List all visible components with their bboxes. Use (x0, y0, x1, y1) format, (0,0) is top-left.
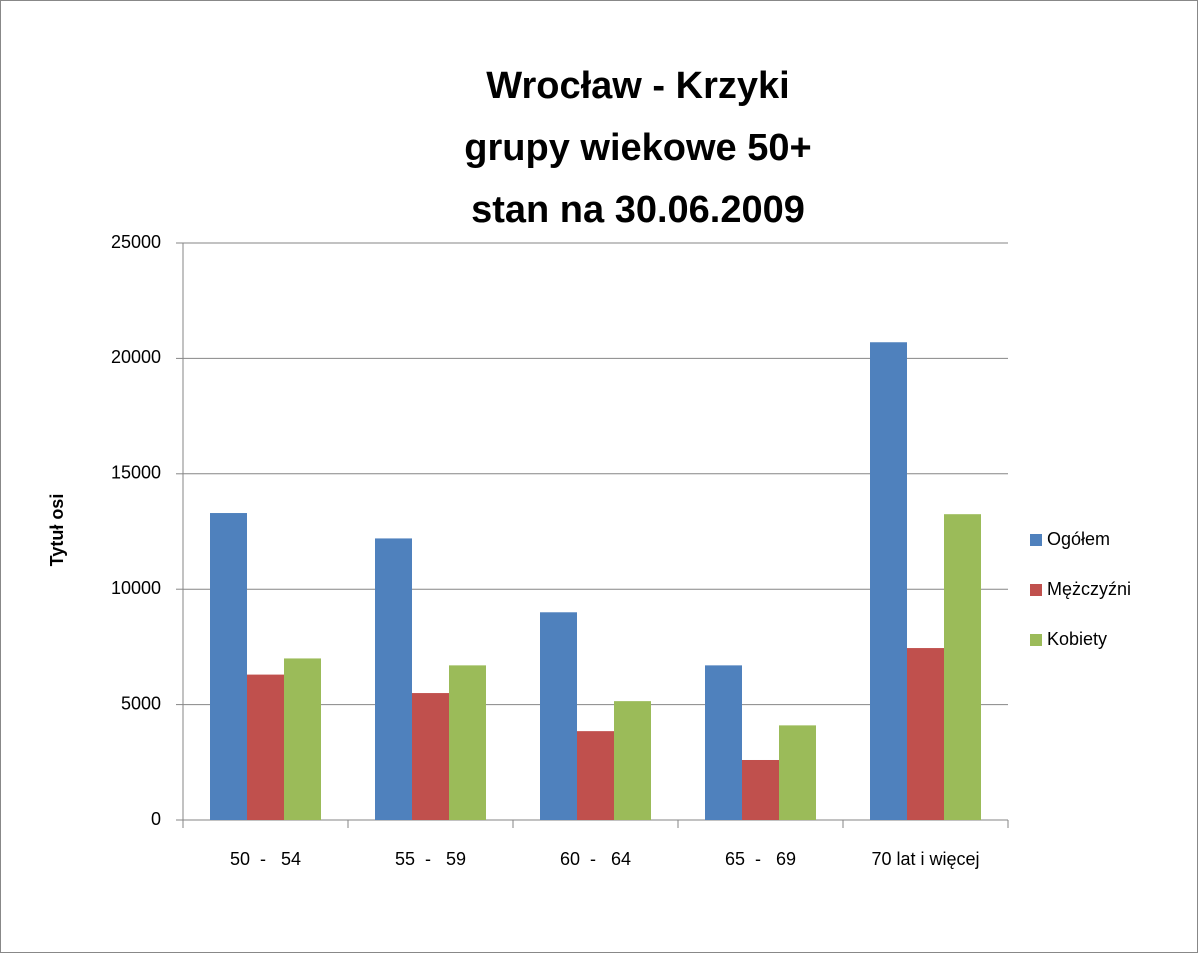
bar (577, 731, 614, 820)
legend-label: Kobiety (1047, 629, 1107, 649)
x-tick-label: 65 - 69 (725, 849, 796, 869)
legend-swatch (1030, 534, 1042, 546)
chart-title: Wrocław - Krzyki (486, 65, 789, 107)
bar (375, 538, 412, 820)
x-tick-label: 55 - 59 (395, 849, 466, 869)
bar (779, 725, 816, 820)
bar (284, 658, 321, 820)
bar (907, 648, 944, 820)
chart-title: stan na 30.06.2009 (471, 189, 805, 231)
bar (449, 665, 486, 820)
bar (412, 693, 449, 820)
x-tick-label: 50 - 54 (230, 849, 301, 869)
x-tick-label: 60 - 64 (560, 849, 631, 869)
bar (210, 513, 247, 820)
y-axis-title: Tytuł osi (47, 494, 67, 567)
bar (614, 701, 651, 820)
y-tick-label: 0 (151, 809, 161, 829)
y-tick-label: 5000 (121, 693, 161, 713)
y-tick-label: 25000 (111, 232, 161, 252)
legend-label: Mężczyźni (1047, 579, 1131, 599)
y-tick-label: 20000 (111, 347, 161, 367)
legend-label: Ogółem (1047, 529, 1110, 549)
bar (247, 674, 284, 820)
legend-swatch (1030, 584, 1042, 596)
x-tick-label: 70 lat i więcej (871, 849, 979, 869)
legend-swatch (1030, 634, 1042, 646)
y-tick-label: 10000 (111, 578, 161, 598)
bar (705, 665, 742, 820)
bar (944, 514, 981, 820)
bar (742, 759, 779, 820)
chart-title: grupy wiekowe 50+ (464, 127, 811, 169)
y-tick-label: 15000 (111, 463, 161, 483)
bar (870, 342, 907, 820)
bar (540, 612, 577, 820)
